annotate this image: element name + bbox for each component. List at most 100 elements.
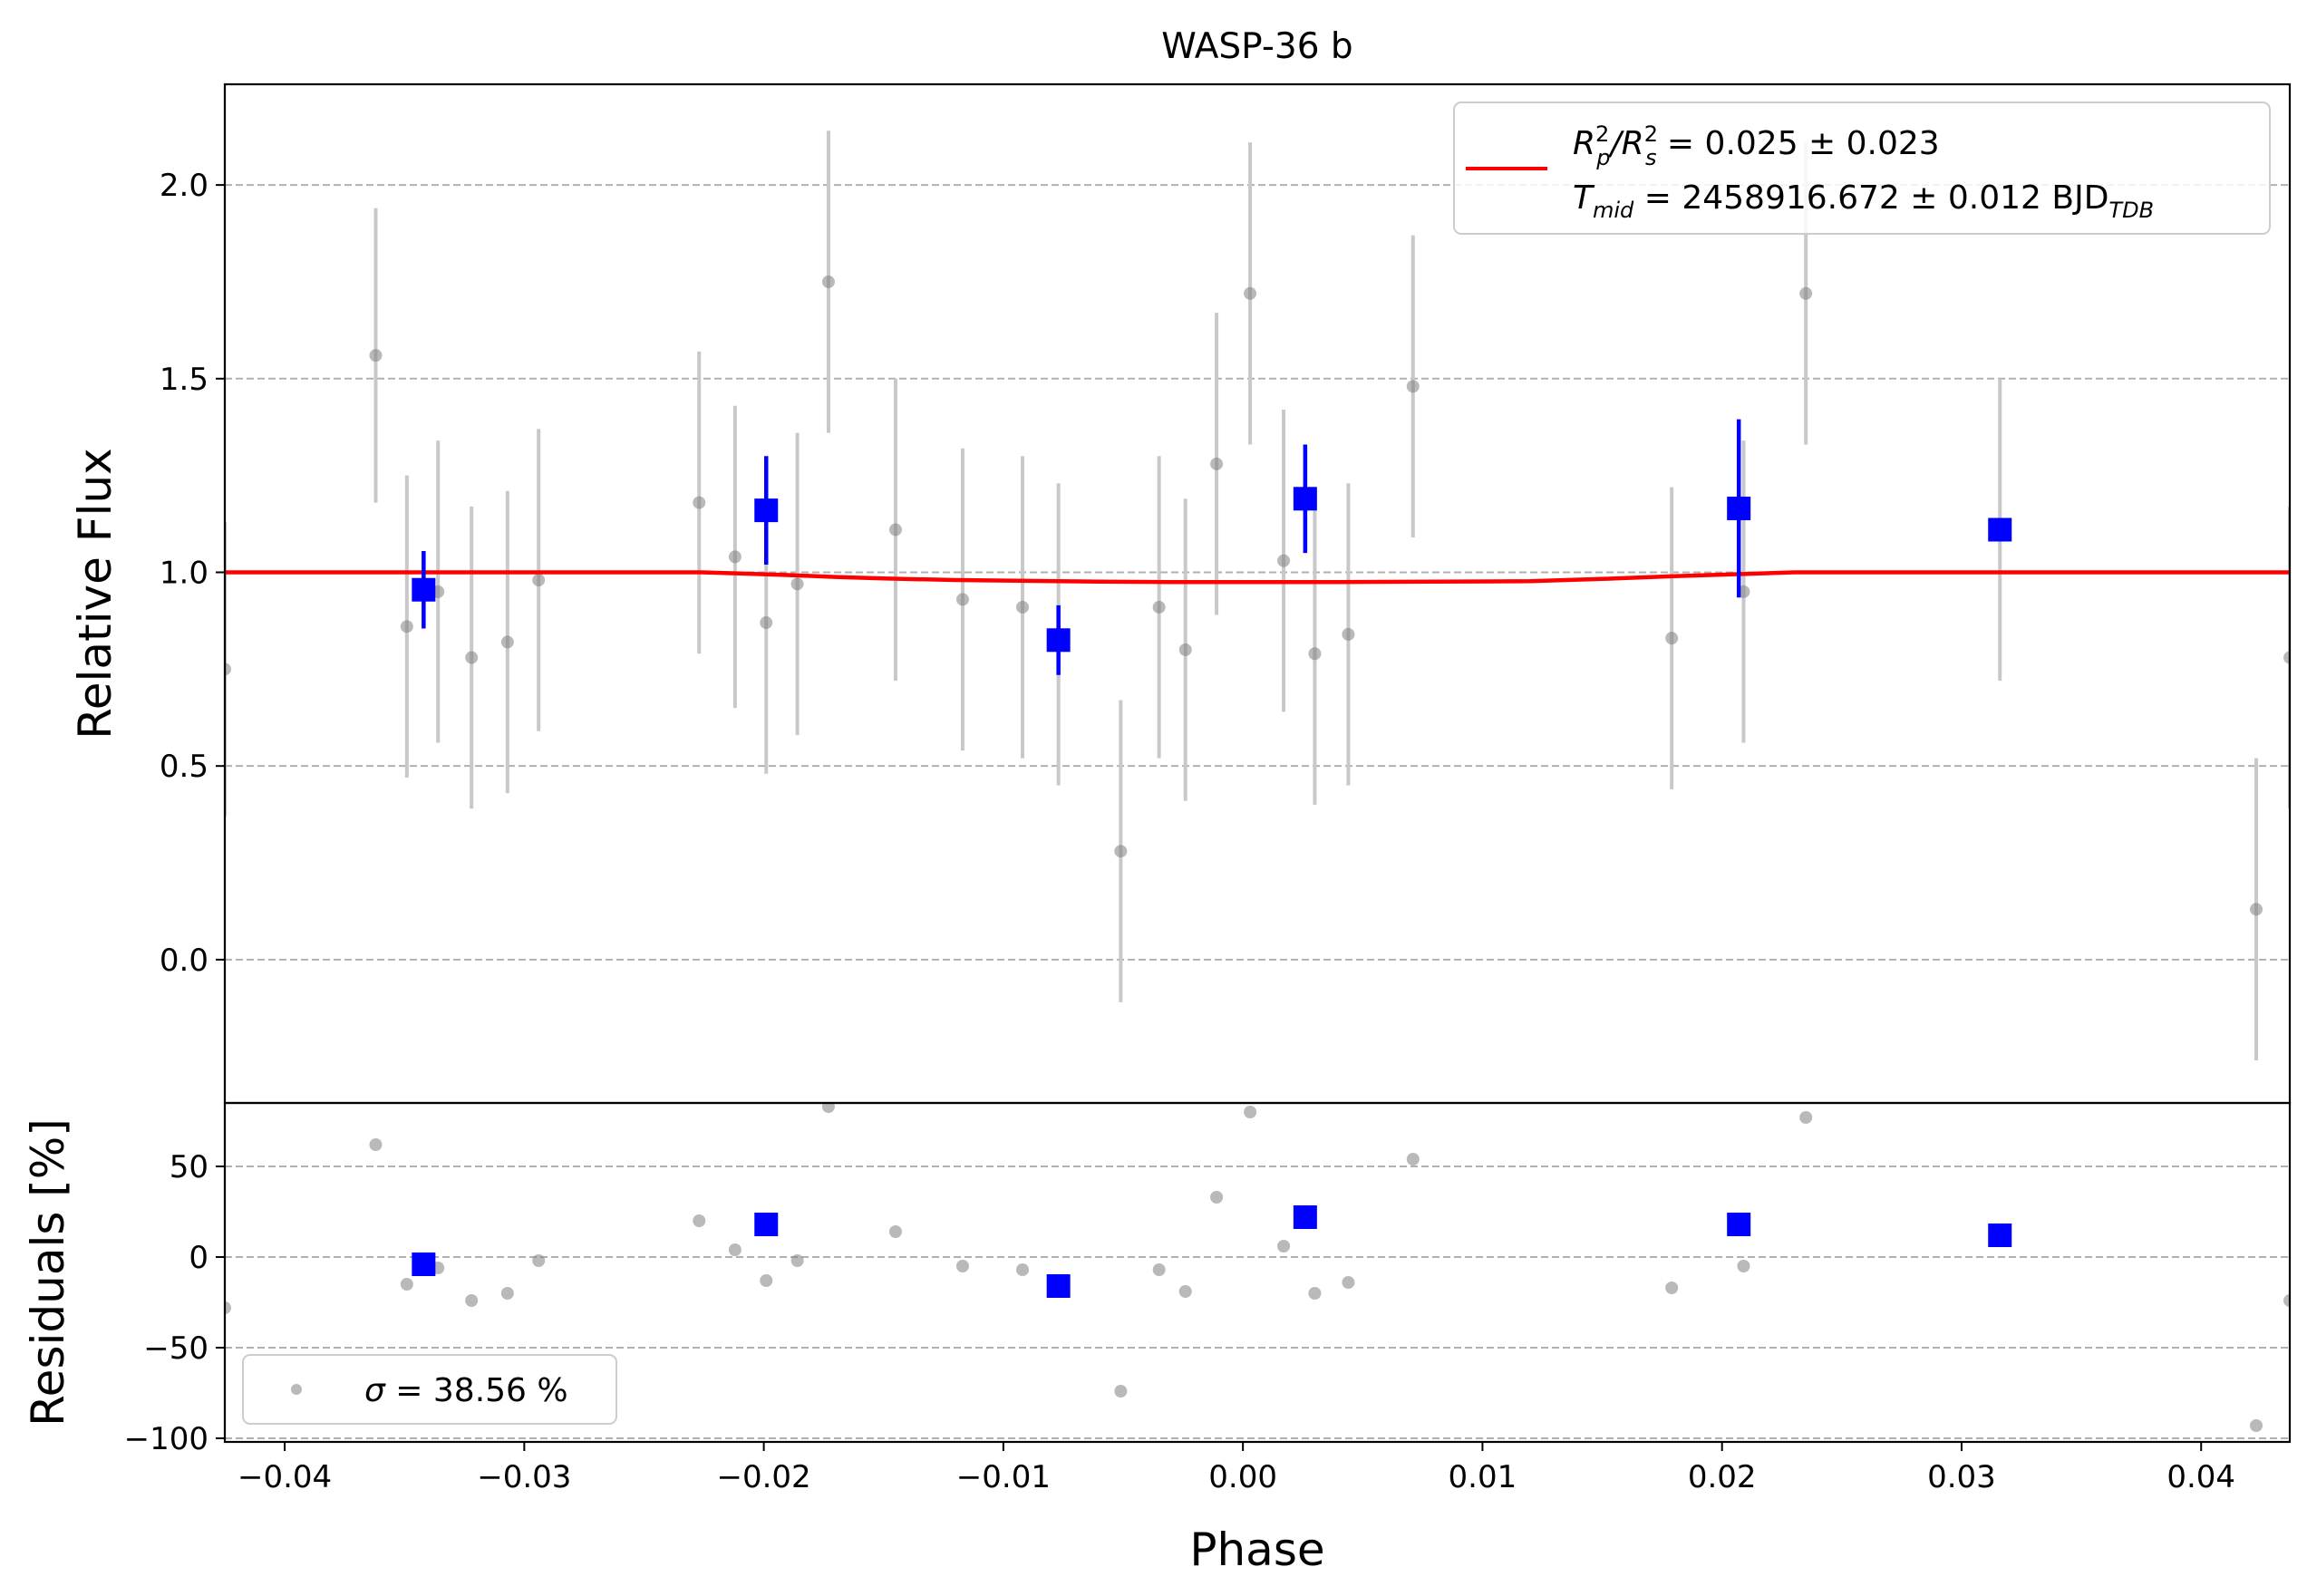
legend-entry-sigma: σ = 38.56 % [364,1372,568,1409]
light-curve-y-ticks: 0.0 0.5 1.0 1.5 2.0 [160,168,225,979]
raw-point [1016,1263,1030,1276]
residuals-y-label: Residuals [%] [22,1118,74,1427]
y-tick-label: 1.0 [160,555,208,591]
raw-point [888,523,902,537]
binned-point [1046,628,1071,653]
raw-point [1799,286,1813,300]
raw-point [1277,1240,1291,1253]
raw-point [2250,903,2263,916]
raw-point [955,1260,969,1272]
light-curve-legend: R2 p/R2 s = 0.025 ± 0.023 Tmid = 2458916.6… [1453,102,2271,235]
raw-point [821,1103,835,1113]
binned-point [412,1253,436,1276]
binned-point [1988,1224,2012,1247]
raw-point [465,651,479,664]
raw-point [1406,1153,1420,1166]
residuals-legend: σ = 38.56 % [242,1354,617,1425]
raw-point [369,1138,383,1151]
raw-point [693,496,706,509]
binned-point [1293,1205,1317,1229]
raw-point [500,635,514,649]
clipped-marks [225,1103,2290,1432]
raw-point [1152,1263,1166,1276]
raw-point [1342,627,1355,641]
y-tick-label: −100 [124,1421,208,1457]
x-tick-label: 0.04 [2166,1459,2235,1495]
raw-point [728,550,742,564]
binned-point [1727,1213,1751,1236]
residuals-panel [225,1103,2290,1439]
raw-point [369,349,383,363]
x-axis-label: Phase [1189,1523,1324,1576]
raw-point [1665,632,1679,645]
raw-point [2250,1419,2263,1432]
binned-point [1046,1274,1071,1298]
raw-point [1210,1191,1224,1204]
binned-point [754,498,779,523]
x-tick-label: −0.02 [717,1459,811,1495]
binned-point [754,1213,779,1236]
raw-point [1737,1260,1750,1272]
residuals-frame [223,1101,2292,1444]
raw-point [1178,643,1192,656]
raw-point [1277,554,1291,567]
raw-point [1308,647,1322,661]
raw-point [2283,1294,2290,1307]
binned-point [1988,517,2012,542]
raw-point [1178,1285,1192,1298]
raw-point [2283,651,2290,664]
raw-point [400,620,413,634]
transit-model-line [225,570,2290,585]
x-axis-ticks: −0.04 −0.03 −0.02 −0.01 0.00 0.01 0.02 0.03 0.04 [237,1442,2235,1495]
x-tick-label: 0.02 [1688,1459,1757,1495]
binned-point [1727,496,1751,520]
y-tick-label: 0 [189,1240,208,1276]
residuals-y-ticks: −100 −50 0 50 [124,1149,225,1457]
x-tick-label: 0.00 [1208,1459,1277,1495]
raw-point [790,1254,804,1267]
binned-point [412,577,436,602]
y-tick-label: 1.5 [160,362,208,398]
raw-point [888,1225,902,1238]
raw-point [955,593,969,606]
sigma-legend-box [242,1354,617,1425]
light-curve-data [225,131,2290,1060]
raw-point [400,1278,413,1291]
raw-point [465,1294,479,1307]
residuals-gridlines [225,1166,2290,1439]
raw-point [760,616,773,630]
raw-point [1244,1106,1257,1118]
raw-point [1016,600,1030,614]
y-tick-label: 2.0 [160,168,208,204]
raw-point [693,1214,706,1227]
sigma-legend-marker [291,1384,302,1395]
y-tick-label: 50 [170,1149,208,1185]
chart-title: WASP-36 b [1161,26,1352,67]
x-tick-label: 0.01 [1449,1459,1517,1495]
raw-point [821,275,835,288]
y-tick-label: 0.0 [160,943,208,979]
y-tick-label: −50 [143,1330,208,1367]
x-tick-label: 0.03 [1927,1459,1996,1495]
raw-point [1244,286,1257,300]
raw-point [225,663,231,676]
residuals-data [225,1103,2290,1432]
raw-point [1114,845,1128,858]
binned-point [1293,487,1317,511]
x-tick-label: −0.04 [237,1459,332,1495]
raw-point [532,1254,546,1267]
raw-point [1665,1282,1679,1294]
legend-entry-ratio: R2 p/R2 s = 0.025 ± 0.023 [1573,121,1940,170]
clipped-marks [225,131,2290,1060]
raw-point [225,1301,231,1314]
x-tick-label: −0.01 [956,1459,1051,1495]
raw-point [1308,1287,1322,1300]
raw-point [532,574,546,587]
raw-point [728,1243,742,1256]
raw-point [790,577,804,591]
light-curve-panel [225,131,2290,1060]
light-curve-y-label: Relative Flux [69,448,121,739]
